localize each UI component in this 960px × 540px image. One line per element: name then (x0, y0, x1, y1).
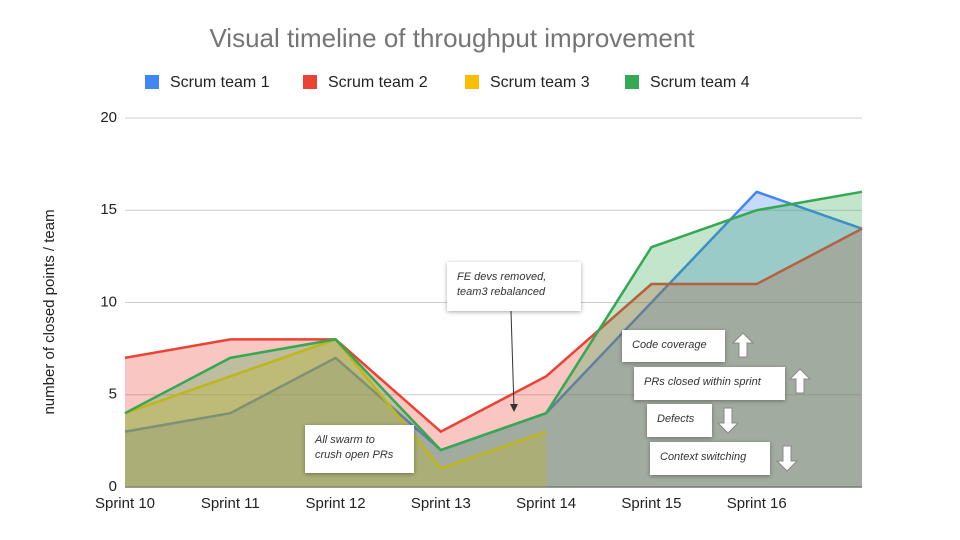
x-tick-label: Sprint 13 (411, 495, 471, 512)
line (124, 227, 863, 434)
x-tick-label: Sprint 15 (621, 495, 681, 512)
down-arrow (716, 407, 740, 434)
x-tick-label: Sprint 12 (306, 495, 366, 512)
y-tick-label: 5 (109, 386, 117, 403)
annotation: Defects (647, 404, 712, 437)
y-tick-label: 0 (109, 478, 117, 495)
legend-swatch (303, 75, 317, 89)
y-tick-label: 15 (100, 201, 117, 218)
down-arrow (775, 445, 799, 472)
up-arrow (731, 332, 755, 358)
legend-label: Scrum team 2 (328, 74, 428, 91)
annotation: FE devs removed, team3 rebalanced (447, 262, 581, 311)
x-tick-label: Sprint 11 (201, 495, 260, 512)
y-tick-label: 10 (100, 293, 117, 310)
annotation: Context switching (650, 442, 770, 475)
y-tick-label: 20 (100, 109, 117, 126)
x-tick-label: Sprint 16 (727, 495, 787, 512)
legend-swatch (145, 75, 159, 89)
annotation: Code coverage (622, 330, 725, 362)
pointer-head (510, 404, 518, 412)
legend-label: Scrum team 1 (170, 74, 270, 91)
legend-swatch (465, 75, 479, 89)
legend-label: Scrum team 3 (490, 74, 590, 91)
x-tick-label: Sprint 10 (95, 495, 155, 512)
x-tick-label: Sprint 14 (516, 495, 576, 512)
annotation: PRs closed within sprint (634, 367, 785, 400)
chart-title: Visual timeline of throughput improvemen… (209, 23, 695, 53)
line (124, 190, 863, 452)
legend-label: Scrum team 4 (650, 74, 750, 91)
y-axis-title: number of closed points / team (41, 209, 58, 414)
annotation: All swarm to crush open PRs (305, 425, 414, 473)
up-arrow (788, 368, 812, 394)
legend-swatch (625, 75, 639, 89)
annotation-pointer (510, 310, 515, 409)
